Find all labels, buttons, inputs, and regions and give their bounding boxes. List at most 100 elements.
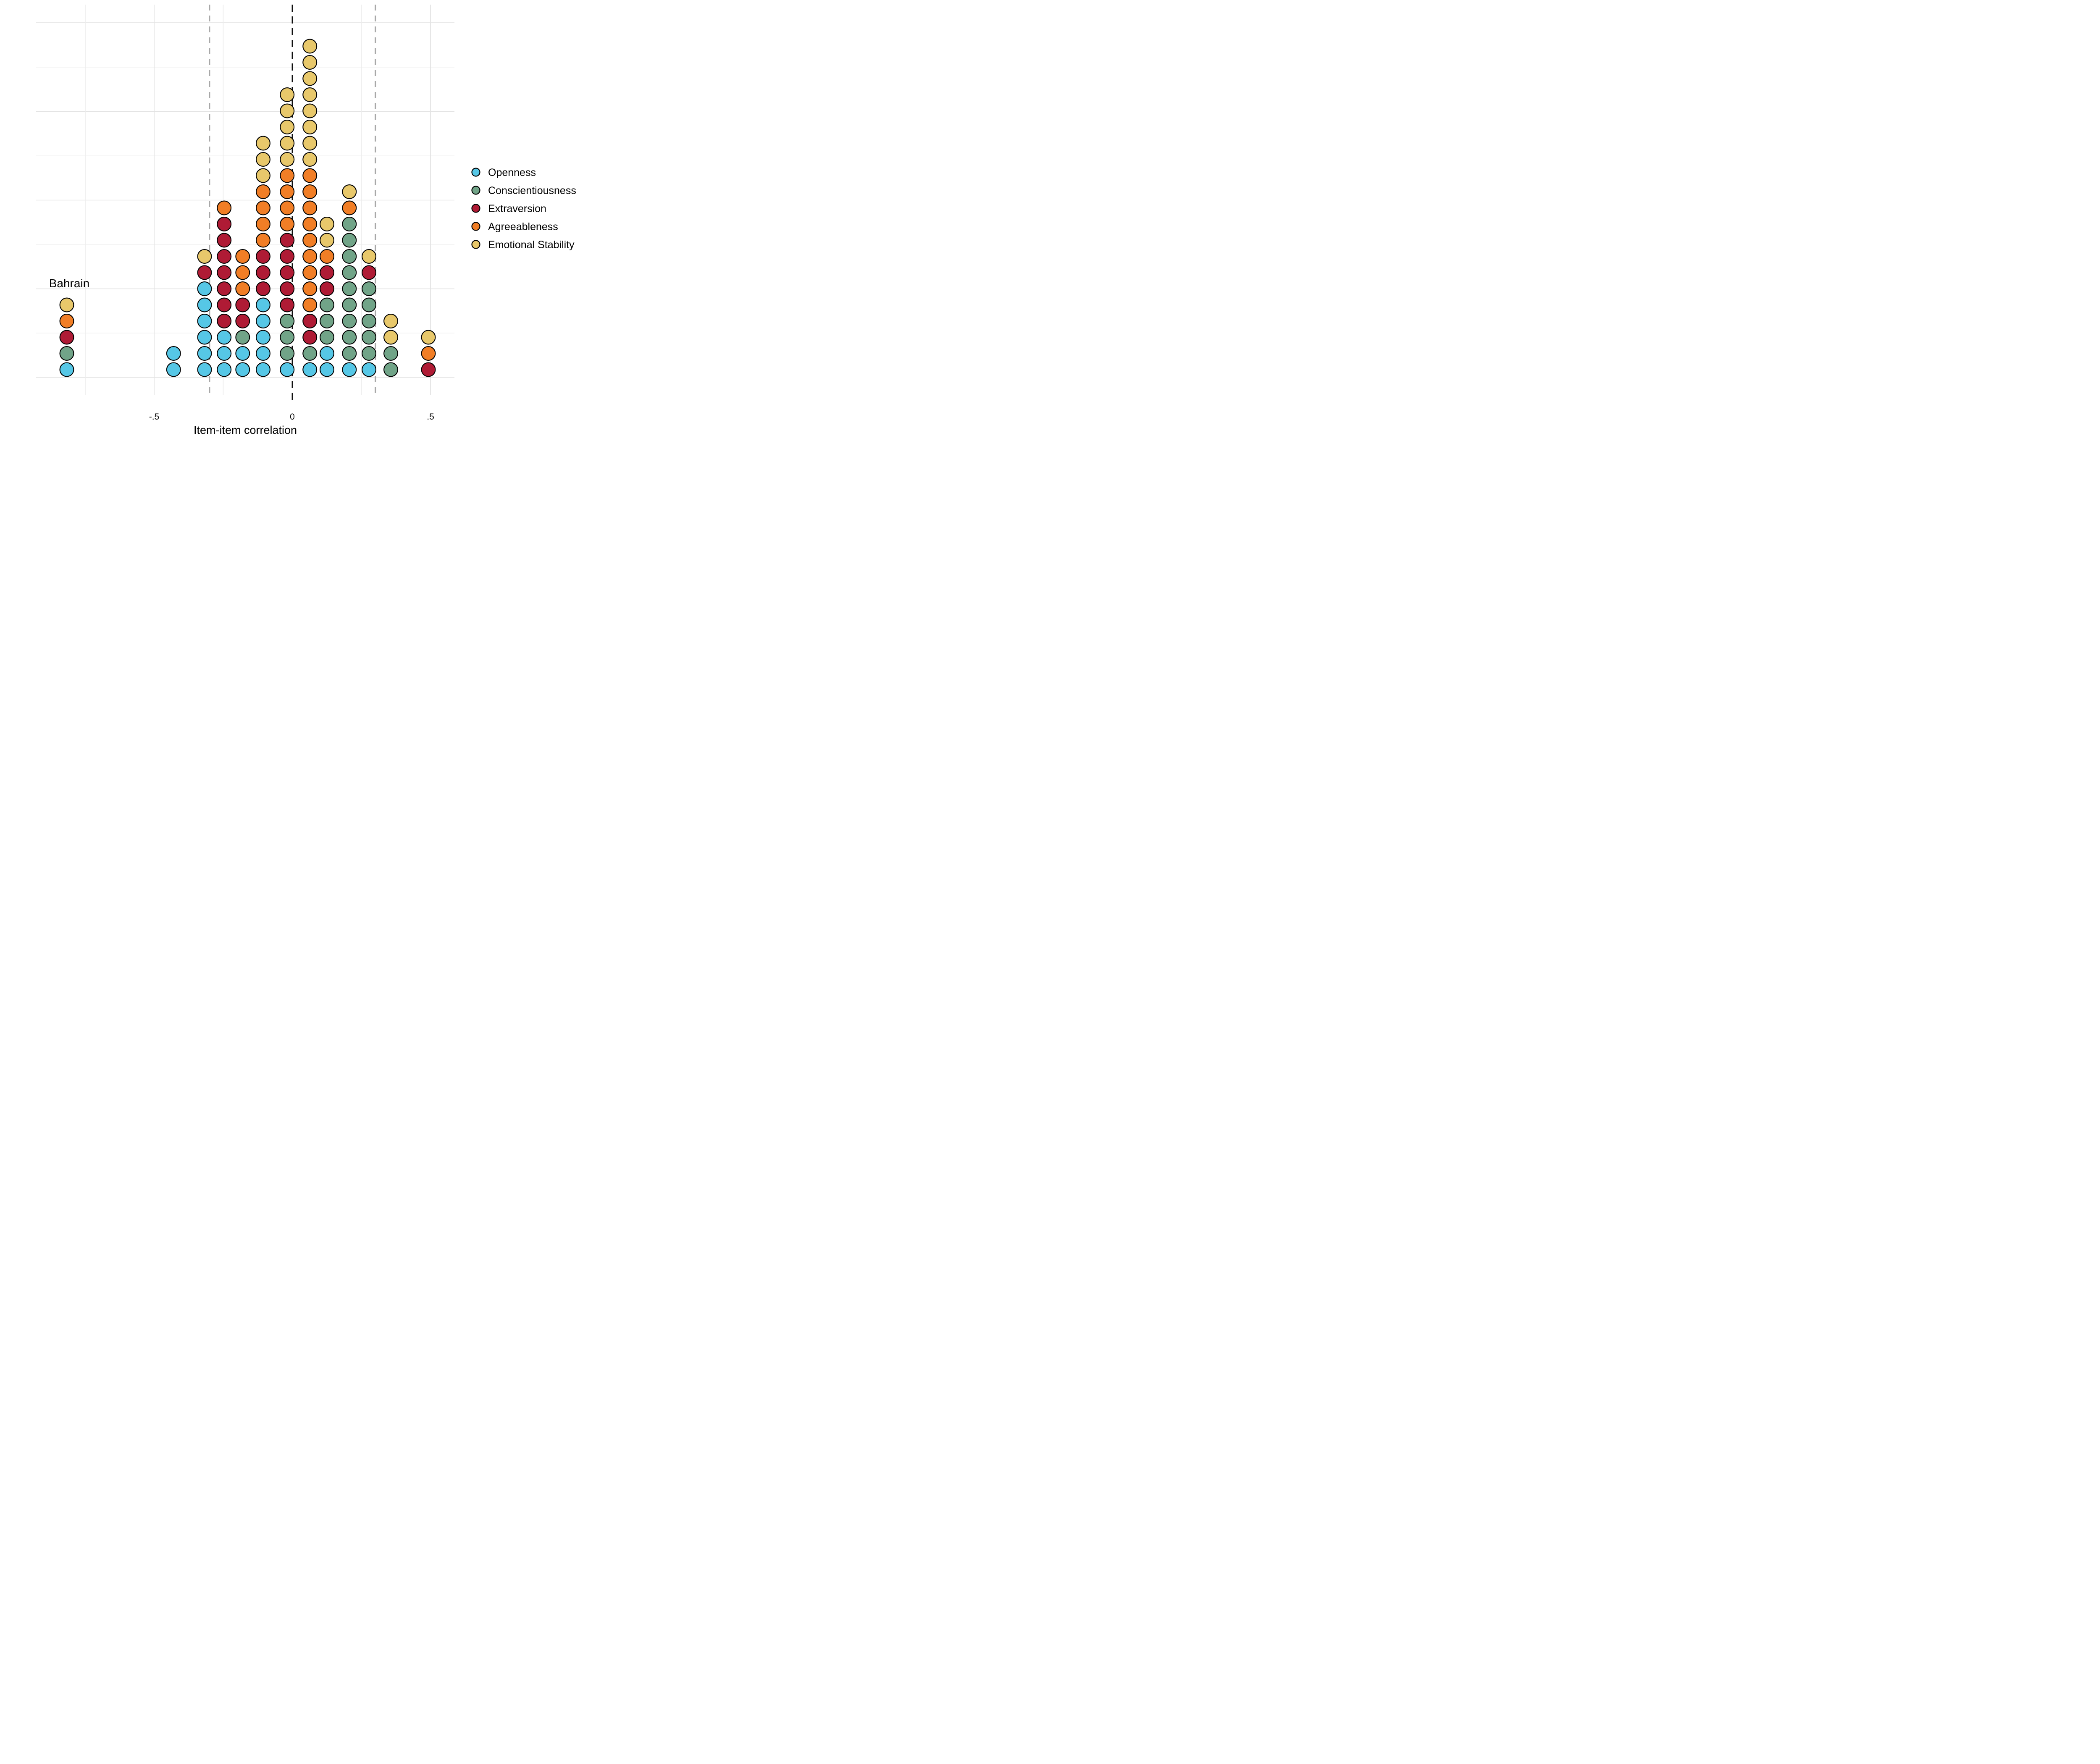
dot-A	[280, 184, 295, 199]
dot-E	[302, 314, 318, 328]
dot-E	[280, 233, 295, 248]
dot-S	[302, 71, 318, 86]
horizontal-gridlines	[36, 22, 454, 378]
dot-C	[342, 281, 357, 296]
dot-E	[256, 265, 270, 280]
legend-item-agreeableness: Agreeableness	[471, 221, 558, 233]
dot-A	[302, 297, 318, 312]
dot-C	[342, 330, 357, 345]
dot-O	[197, 362, 212, 377]
dot-C	[362, 346, 376, 361]
dot-S	[302, 39, 318, 54]
dot-S	[302, 55, 318, 70]
dot-A	[302, 200, 318, 215]
dot-O	[256, 297, 270, 312]
dot-C	[280, 330, 295, 345]
dot-A	[59, 314, 74, 328]
dot-S	[197, 249, 212, 264]
dot-O	[217, 330, 232, 345]
x-tick-zero: 0	[290, 412, 295, 422]
dot-E	[280, 265, 295, 280]
dot-O	[166, 346, 181, 361]
legend-label-conscientiousness: Conscientiousness	[488, 185, 576, 197]
dot-E	[256, 281, 270, 296]
dot-E	[59, 330, 74, 345]
dot-plot-figure: Bahrain -.5 0 .5 Item-item correlation O…	[0, 0, 588, 441]
legend-item-conscientiousness: Conscientiousness	[471, 185, 576, 197]
dot-S	[280, 136, 295, 151]
dot-C	[342, 297, 357, 312]
dot-C	[342, 314, 357, 328]
dot-O	[256, 346, 270, 361]
dot-C	[280, 346, 295, 361]
dot-O	[197, 281, 212, 296]
dot-A	[342, 200, 357, 215]
dot-S	[320, 217, 334, 231]
dot-O	[362, 362, 376, 377]
dot-O	[256, 314, 270, 328]
legend-swatch-conscientiousness-icon	[471, 186, 480, 195]
dot-A	[235, 281, 250, 296]
dot-S	[59, 297, 74, 312]
dot-A	[302, 184, 318, 199]
dot-O	[320, 362, 334, 377]
dot-E	[217, 233, 232, 248]
legend-label-agreeableness: Agreeableness	[488, 221, 558, 233]
dot-stacks	[59, 39, 436, 377]
dot-A	[280, 217, 295, 231]
dot-A	[256, 217, 270, 231]
dot-E	[302, 330, 318, 345]
dot-C	[362, 330, 376, 345]
dot-S	[320, 233, 334, 248]
dot-O	[197, 330, 212, 345]
dot-S	[302, 120, 318, 134]
dot-A	[302, 249, 318, 264]
dot-S	[302, 103, 318, 118]
dot-S	[342, 184, 357, 199]
vertical-gridlines	[85, 5, 431, 395]
dot-E	[217, 314, 232, 328]
dot-O	[302, 362, 318, 377]
x-tick-neg05: -.5	[149, 412, 160, 422]
dot-C	[362, 297, 376, 312]
dot-S	[302, 136, 318, 151]
legend-swatch-emotional-stability-icon	[471, 240, 480, 249]
dot-O	[235, 346, 250, 361]
dot-C	[362, 281, 376, 296]
dot-E	[320, 281, 334, 296]
dot-O	[197, 297, 212, 312]
dot-S	[302, 152, 318, 167]
legend-label-openness: Openness	[488, 167, 536, 178]
dot-E	[217, 217, 232, 231]
dot-C	[320, 297, 334, 312]
dot-A	[421, 346, 436, 361]
dot-E	[197, 265, 212, 280]
dot-E	[217, 249, 232, 264]
dot-A	[235, 249, 250, 264]
dot-O	[166, 362, 181, 377]
dot-O	[256, 330, 270, 345]
legend-swatch-extraversion-icon	[471, 204, 480, 213]
legend-swatch-agreeableness-icon	[471, 222, 480, 231]
dot-O	[217, 346, 232, 361]
dot-S	[280, 120, 295, 134]
dot-S	[280, 152, 295, 167]
dot-C	[302, 346, 318, 361]
dot-O	[280, 362, 295, 377]
dot-O	[59, 362, 74, 377]
dot-S	[421, 330, 436, 345]
dot-A	[320, 249, 334, 264]
dot-S	[256, 168, 270, 183]
dot-O	[197, 314, 212, 328]
legend-swatch-openness-icon	[471, 168, 480, 177]
legend-item-emotional-stability: Emotional Stability	[471, 239, 575, 251]
dot-O	[235, 362, 250, 377]
x-tick-pos05: .5	[427, 412, 434, 422]
dot-A	[256, 233, 270, 248]
legend-item-extraversion: Extraversion	[471, 203, 546, 215]
legend-item-openness: Openness	[471, 167, 536, 178]
dot-A	[235, 265, 250, 280]
dot-C	[362, 314, 376, 328]
dot-S	[383, 330, 398, 345]
dot-S	[256, 136, 270, 151]
